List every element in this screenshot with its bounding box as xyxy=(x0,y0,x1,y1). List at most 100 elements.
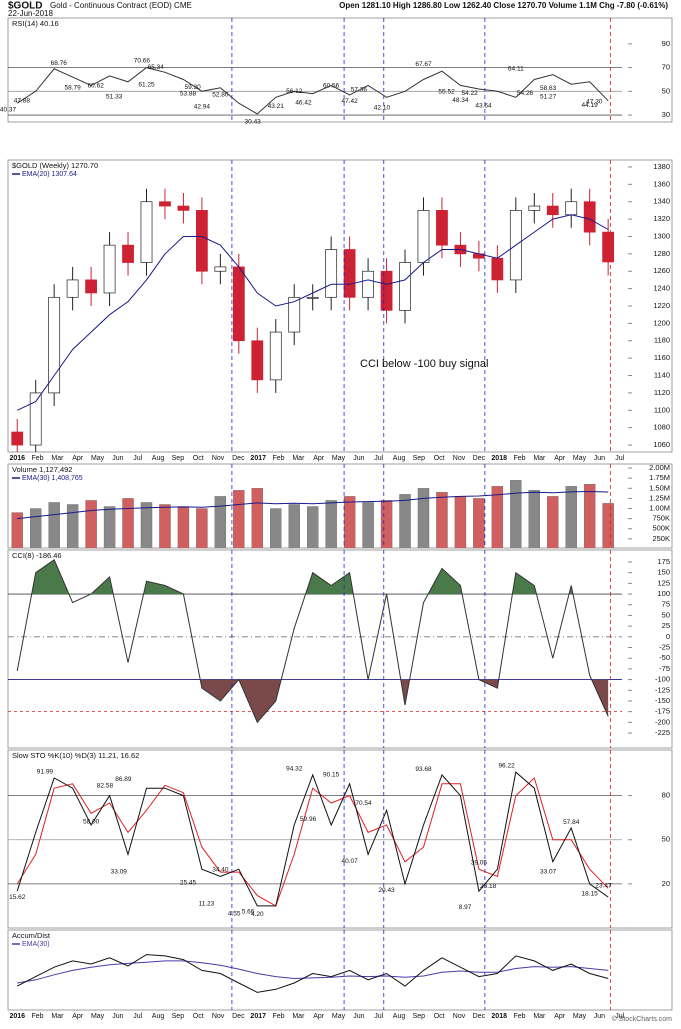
candle-body xyxy=(491,257,504,281)
volume-bar xyxy=(233,490,245,548)
x-tick-label: Oct xyxy=(434,1013,445,1020)
indicator-line xyxy=(16,559,609,724)
indicator-line xyxy=(17,490,609,520)
point-label: 33.09 xyxy=(111,868,128,875)
credit: © StockCharts.com xyxy=(612,1015,673,1023)
point-label: 39.05 xyxy=(471,860,488,867)
x-tick-label: Mar xyxy=(533,455,546,462)
indicator-line xyxy=(16,777,609,907)
x-tick-label: Jun xyxy=(112,1013,123,1020)
point-label: 18.15 xyxy=(582,890,599,897)
y-tick-label: 50 xyxy=(662,610,670,619)
candle-body xyxy=(177,205,190,211)
candle-body xyxy=(436,210,448,246)
point-label: 93.68 xyxy=(415,766,432,773)
y-tick-label: 1060 xyxy=(653,440,670,449)
y-tick-label: 2.00M xyxy=(649,463,670,472)
candle-body xyxy=(528,205,541,211)
volume-bar xyxy=(325,500,337,548)
y-tick-label: -150 xyxy=(655,696,670,705)
x-tick-label: 2018 xyxy=(491,455,507,462)
volume-bar xyxy=(399,494,411,548)
volume-bar xyxy=(196,508,208,548)
x-tick-label: Feb xyxy=(32,455,44,462)
point-label: 43.64 xyxy=(475,103,492,110)
candle-body xyxy=(583,201,596,233)
date: 22-Jun-2018 xyxy=(8,9,53,18)
point-label: 64.11 xyxy=(508,65,524,72)
volume-bar xyxy=(30,508,42,548)
x-tick-label: Aug xyxy=(152,1013,165,1020)
point-label: 47.30 xyxy=(586,98,603,105)
candle-body xyxy=(159,201,171,207)
y-tick-label: 1160 xyxy=(654,353,670,362)
y-tick-label: 75 xyxy=(662,600,670,609)
point-label: 61.25 xyxy=(138,82,155,89)
point-label: 25.45 xyxy=(180,880,197,887)
candle-body xyxy=(214,266,227,272)
x-tick-label: Jun xyxy=(353,1013,364,1020)
legend-label: EMA(30) xyxy=(22,941,50,948)
y-tick-label: 80 xyxy=(662,791,670,800)
panel-plot xyxy=(11,480,614,548)
candle-body xyxy=(48,296,61,394)
volume-bar xyxy=(602,503,614,548)
panel-frame xyxy=(7,749,673,929)
volume-bar xyxy=(122,498,134,548)
overbought-fill xyxy=(31,559,573,595)
x-tick-label: May xyxy=(332,1013,346,1020)
point-label: 59.30 xyxy=(185,84,202,91)
point-label: 15.62 xyxy=(9,894,26,901)
y-tick-label: 1320 xyxy=(653,214,670,223)
x-tick-label: Jul xyxy=(374,455,383,462)
y-tick-label: 1220 xyxy=(653,301,670,310)
point-label: 91.99 xyxy=(37,769,54,776)
volume-bar xyxy=(270,508,282,548)
x-tick-label: Apr xyxy=(554,1013,566,1020)
candle-body xyxy=(232,266,245,342)
x-tick-label: Oct xyxy=(193,1013,204,1020)
y-tick-label: 1.75M xyxy=(649,473,670,482)
x-tick-label: Feb xyxy=(513,455,525,462)
x-tick-label: May xyxy=(332,455,346,462)
panel-plot xyxy=(11,188,615,452)
point-label: 46.42 xyxy=(295,99,312,106)
point-label: 51.27 xyxy=(540,94,557,101)
y-tick-label: 175 xyxy=(657,557,670,566)
point-label: 54.22 xyxy=(462,90,479,97)
x-tick-label: Mar xyxy=(51,1013,64,1020)
candle-body xyxy=(546,205,559,216)
point-label: 40.37 xyxy=(0,106,17,113)
x-tick-label: Apr xyxy=(313,455,325,462)
y-tick-label: -225 xyxy=(655,728,670,737)
point-label: 57.84 xyxy=(563,819,580,826)
x-tick-label: 2017 xyxy=(250,1013,266,1020)
candle-body xyxy=(306,296,319,299)
point-label: 54.26 xyxy=(517,90,534,97)
y-tick-label: -175 xyxy=(655,707,670,716)
x-tick-label: Jun xyxy=(353,455,364,462)
point-label: 33.07 xyxy=(540,868,557,875)
panel-plot xyxy=(8,771,622,907)
indicator-line xyxy=(16,214,609,411)
volume-bar xyxy=(214,496,227,548)
point-label: 58.63 xyxy=(540,85,557,92)
y-tick-label: 100 xyxy=(657,589,670,598)
x-tick-label: Mar xyxy=(533,1013,546,1020)
panel-frame xyxy=(7,159,673,453)
candle-body xyxy=(85,279,97,294)
panel-plot xyxy=(8,559,622,724)
x-tick-label: Jun xyxy=(594,1013,605,1020)
candle-body xyxy=(343,249,356,298)
x-tick-label: Feb xyxy=(32,1013,44,1020)
x-tick-label: Feb xyxy=(272,1013,284,1020)
point-label: 42.10 xyxy=(374,104,391,111)
y-tick-label: -50 xyxy=(659,653,670,662)
point-label: 23.18 xyxy=(480,883,497,890)
candle-body xyxy=(325,249,338,298)
y-tick-label: 20 xyxy=(662,879,670,888)
x-tick-label: Apr xyxy=(313,1013,325,1020)
x-tick-label: Oct xyxy=(193,455,204,462)
y-tick-label: 1200 xyxy=(653,318,670,327)
y-tick-label: -25 xyxy=(659,642,670,651)
